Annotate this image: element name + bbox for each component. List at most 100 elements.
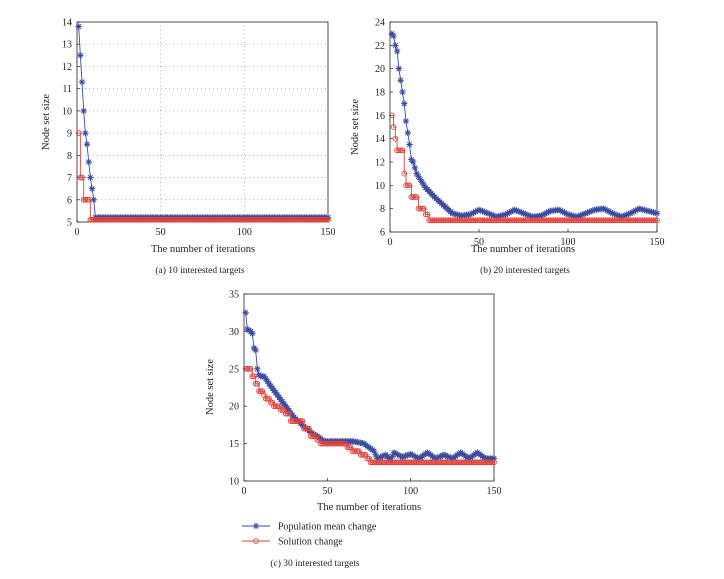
- data-point: [364, 455, 371, 462]
- x-tick-label: 150: [321, 227, 336, 238]
- data-point: [249, 330, 256, 337]
- data-point: [442, 452, 449, 459]
- x-tick-label: 100: [237, 227, 252, 238]
- data-point: [566, 217, 573, 224]
- data-point: [531, 217, 538, 224]
- data-point: [85, 196, 92, 203]
- data-point: [399, 147, 406, 154]
- data-point: [482, 209, 490, 216]
- data-point: [523, 211, 531, 218]
- data-point: [411, 164, 419, 172]
- data-point: [604, 217, 611, 224]
- data-point: [520, 217, 527, 224]
- data-point: [314, 437, 321, 443]
- data-point: [392, 135, 399, 142]
- data-point: [600, 217, 607, 224]
- data-point: [588, 217, 594, 224]
- data-point: [429, 217, 436, 224]
- data-point: [545, 208, 552, 216]
- data-point: [449, 217, 456, 224]
- data-point: [439, 452, 446, 459]
- data-point: [247, 365, 254, 372]
- data-point: [511, 206, 518, 214]
- data-point: [409, 451, 416, 459]
- data-point: [453, 217, 459, 224]
- data-point: [277, 407, 284, 413]
- data-point: [607, 217, 614, 224]
- data-point: [611, 210, 618, 218]
- series-solution: [242, 365, 497, 466]
- data-point: [614, 217, 621, 224]
- data-point: [582, 210, 589, 217]
- series-line: [245, 312, 494, 461]
- data-point: [447, 454, 454, 462]
- data-point: [489, 459, 496, 466]
- series-population-mean: [242, 309, 498, 464]
- data-point: [417, 205, 424, 212]
- x-tick-label: 0: [242, 486, 247, 497]
- data-point: [555, 206, 563, 214]
- data-point: [415, 205, 422, 212]
- data-point: [472, 217, 479, 224]
- data-point: [483, 217, 489, 224]
- data-point: [87, 174, 94, 181]
- data-point: [286, 410, 292, 417]
- data-point: [397, 147, 404, 154]
- data-point: [399, 453, 406, 461]
- data-point: [432, 455, 439, 462]
- data-point: [539, 211, 547, 218]
- data-point: [497, 217, 504, 224]
- data-point: [379, 453, 386, 460]
- data-point: [420, 205, 427, 212]
- series-solution: [388, 112, 660, 224]
- data-point: [502, 217, 509, 224]
- data-point: [407, 450, 414, 458]
- data-point: [302, 425, 309, 432]
- data-point: [323, 216, 330, 223]
- data-point: [632, 217, 639, 224]
- data-point: [598, 217, 605, 224]
- data-point: [541, 210, 549, 217]
- data-point: [550, 217, 557, 224]
- data-point: [563, 217, 570, 224]
- data-point: [418, 179, 426, 186]
- data-point: [341, 440, 347, 447]
- data-point: [654, 217, 660, 224]
- data-point: [311, 433, 317, 439]
- data-point: [514, 208, 522, 215]
- data-point: [433, 217, 440, 224]
- series-solution: [75, 130, 331, 223]
- plot-frame: [76, 21, 329, 223]
- data-point: [479, 217, 486, 224]
- y-tick-label: 16: [375, 111, 385, 122]
- x-tick-label: 100: [403, 486, 418, 497]
- data-point: [511, 217, 518, 224]
- data-point: [463, 217, 470, 224]
- y-tick-label: 20: [375, 64, 385, 75]
- data-point: [490, 212, 497, 219]
- data-point: [447, 217, 454, 224]
- data-point: [515, 217, 522, 224]
- data-point: [487, 459, 494, 466]
- data-point: [477, 217, 484, 224]
- data-point: [75, 130, 82, 136]
- series-line: [78, 132, 328, 221]
- data-point: [627, 217, 634, 224]
- y-tick-label: 10: [375, 181, 385, 192]
- y-tick-label: 24: [375, 18, 385, 29]
- data-point: [475, 206, 483, 214]
- data-point: [474, 207, 481, 214]
- data-point: [395, 452, 403, 459]
- data-point: [442, 217, 449, 224]
- data-point: [623, 217, 630, 224]
- data-point: [575, 217, 582, 224]
- data-point: [589, 207, 597, 214]
- data-point: [264, 378, 271, 385]
- legend-entry: Population mean change: [242, 522, 377, 533]
- data-point: [469, 217, 475, 224]
- data-point: [380, 452, 388, 459]
- data-point: [609, 210, 616, 217]
- data-point: [565, 217, 571, 224]
- data-point: [629, 217, 635, 224]
